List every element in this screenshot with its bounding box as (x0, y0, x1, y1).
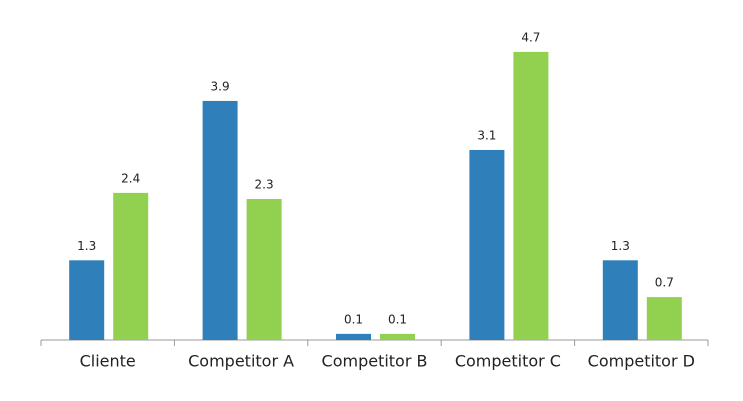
bar (336, 333, 371, 340)
bar (202, 100, 238, 341)
bar (513, 51, 549, 340)
value-label: 0.1 (344, 312, 363, 326)
bar (646, 297, 682, 340)
value-label: 1.3 (77, 239, 96, 253)
bar (380, 333, 415, 340)
x-tick-label: Competitor D (588, 352, 695, 371)
value-label: 0.7 (655, 276, 674, 290)
value-label: 2.4 (121, 171, 140, 185)
x-tick-label: Competitor C (455, 352, 561, 371)
value-label: 2.3 (255, 178, 274, 192)
value-label: 0.1 (388, 312, 407, 326)
value-label: 4.7 (521, 30, 540, 44)
value-label: 3.9 (211, 79, 230, 93)
x-tick-label: Cliente (80, 352, 136, 371)
x-tick-label: Competitor A (188, 352, 294, 371)
x-tick-label: Competitor B (322, 352, 428, 371)
bar (246, 199, 282, 340)
bar (469, 149, 505, 340)
bar (113, 192, 149, 340)
value-label: 3.1 (477, 128, 496, 142)
value-label: 1.3 (611, 239, 630, 253)
bar (69, 260, 105, 340)
bar (602, 260, 638, 340)
